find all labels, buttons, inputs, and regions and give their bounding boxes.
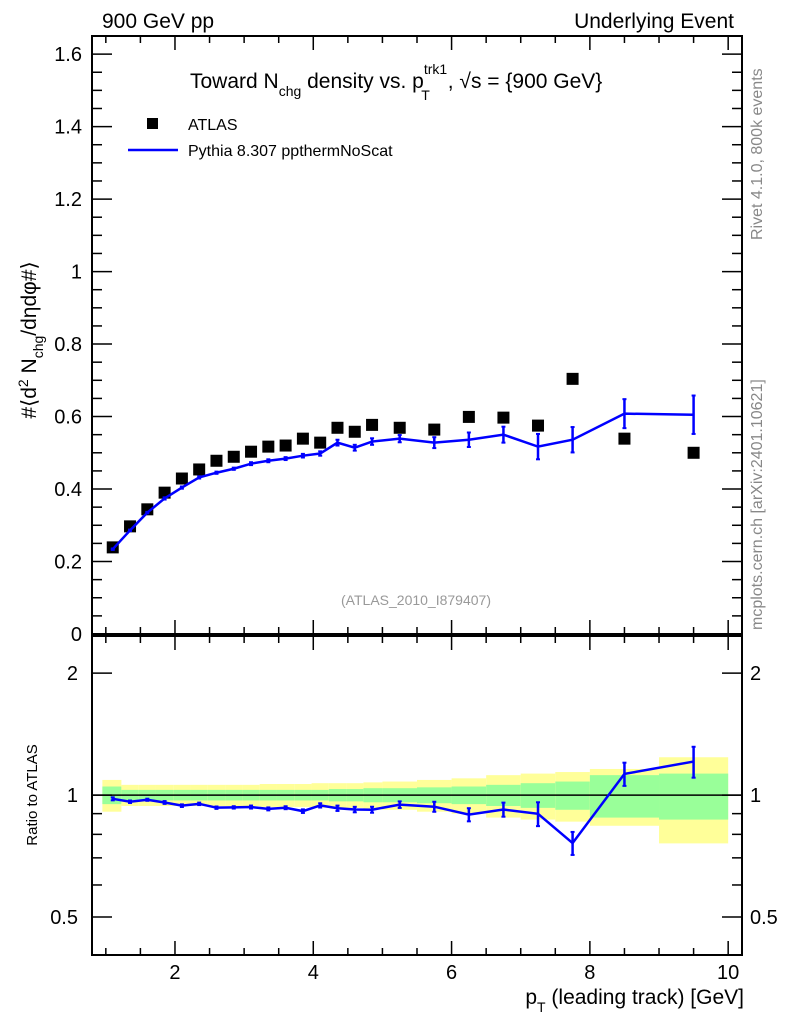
y-tick-label: 1.4 [54,117,82,139]
ratio-uncertainty-bands [92,757,742,844]
atlas-data-point [618,432,631,445]
legend-mc-label: Pythia 8.307 ppthermNoScat [188,143,393,160]
atlas-data-point [532,419,545,432]
header-left: 900 GeV pp [102,10,214,33]
ratio-y-tick-label: 0.5 [50,907,78,929]
y-tick-label: 0.2 [54,552,82,574]
data-marks [106,372,700,856]
atlas-data-point [366,418,379,431]
y-tick-label: 1.6 [54,44,82,66]
atlas-data-point [314,436,327,449]
y-tick-label: 0.4 [54,479,82,501]
atlas-data-point [296,432,309,445]
axes: 2 4 6 8 10 0 0.2 0.4 0.6 0.8 1 1.2 1.4 1.6 0.5 0.5 1 1 2 2 [50,36,778,984]
atlas-data-point [331,421,344,434]
stat-uncertainty-band [659,773,729,820]
atlas-data-point [462,410,475,423]
x-tick-label: 6 [446,962,457,984]
x-tick-label: 8 [584,962,595,984]
x-tick-label: 10 [717,962,739,984]
y-tick-label: 0.8 [54,334,82,356]
ratio-y-tick-label: 2 [67,663,78,685]
ratio-y-tick-label-right: 0.5 [750,907,778,929]
ratio-y-tick-label-right: 2 [750,663,761,685]
ratio-y-axis-label: Ratio to ATLAS [24,744,41,845]
atlas-data-point [348,425,361,438]
x-tick-label: 4 [308,962,319,984]
atlas-data-point [193,463,206,476]
atlas-data-point [687,446,700,459]
atlas-data-point [124,520,137,533]
atlas-data-point [227,450,240,463]
main-frame [91,35,743,635]
ratio-y-tick-label-right: 1 [750,785,761,807]
mcplots-credit: mcplots.cern.ch [arXiv:2401.10621] [749,379,766,630]
x-tick-label: 2 [169,962,180,984]
plot-title: Toward Nchg density vs. ptrk1 T, √s = {90… [190,61,602,103]
ratio-y-tick-label: 1 [67,785,78,807]
legend-data-label: ATLAS [188,117,238,134]
atlas-data-point [245,445,258,458]
rivet-info: Rivet 4.1.0, 800k events [749,68,766,240]
header-right: Underlying Event [574,10,734,33]
y-tick-label: 1 [71,262,82,284]
x-axis-label: pT (leading track) [GeV] [525,986,744,1015]
y-tick-label: 0.6 [54,407,82,429]
mc-ratio-line [112,760,694,845]
atlas-data-point [175,472,188,485]
atlas-data-point [566,372,579,385]
atlas-data-point [497,411,510,424]
atlas-data-point [262,440,275,453]
atlas-data-point [428,423,441,436]
ratio-frame [91,635,743,956]
legend-data-marker [147,118,158,129]
atlas-data-point [393,421,406,434]
y-tick-label: 0 [71,624,82,646]
atlas-data-point [279,439,292,452]
atlas-data-point [210,454,223,467]
atlas-data-point [141,503,154,516]
mc-line [111,412,694,551]
y-tick-label: 1.2 [54,189,82,211]
analysis-id: (ATLAS_2010_I879407) [341,592,491,608]
y-axis-label: #⟨d2 Nchg/dηdφ#⟩ [15,261,46,418]
